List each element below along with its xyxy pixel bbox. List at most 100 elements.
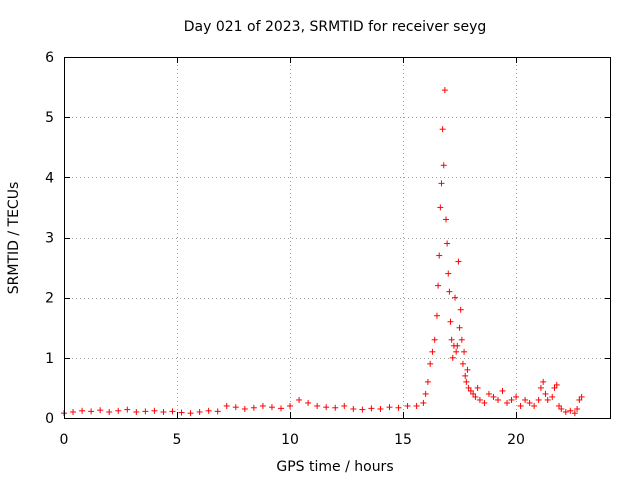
data-point (551, 384, 558, 391)
data-point (490, 393, 497, 400)
y-tick-label: 4 (45, 170, 54, 186)
data-point (445, 270, 452, 277)
data-point (472, 393, 479, 400)
data-point (461, 348, 468, 355)
data-point (453, 348, 460, 355)
data-point (287, 402, 294, 409)
data-point (476, 396, 483, 403)
data-point (437, 204, 444, 211)
data-point (455, 258, 462, 265)
data-points (61, 87, 585, 417)
data-point (444, 240, 451, 247)
data-point (205, 407, 212, 414)
data-point (133, 408, 140, 415)
data-point (447, 318, 454, 325)
data-point (435, 282, 442, 289)
data-point (439, 126, 446, 133)
y-tick-label: 3 (45, 231, 54, 247)
y-tick-label: 1 (45, 351, 54, 367)
data-point (115, 407, 122, 414)
data-point (187, 410, 194, 417)
data-point (196, 408, 203, 415)
data-point (456, 324, 463, 331)
data-point (508, 396, 515, 403)
data-point (151, 407, 158, 414)
data-point (481, 399, 488, 406)
data-point (558, 405, 565, 412)
data-point (463, 378, 470, 385)
x-axis-label: GPS time / hours (276, 459, 393, 475)
axis-ticks (64, 57, 611, 419)
data-point (97, 407, 104, 414)
data-point (160, 408, 167, 415)
data-point (442, 216, 449, 223)
data-point (386, 404, 393, 411)
y-axis-label: SRMTID / TECUs (6, 182, 22, 295)
data-point (106, 408, 113, 415)
data-point (454, 342, 461, 349)
data-point (436, 252, 443, 259)
data-point (526, 399, 533, 406)
data-point (464, 366, 471, 373)
data-point (377, 405, 384, 412)
data-point (452, 294, 459, 301)
data-point (562, 408, 569, 415)
data-point (395, 404, 402, 411)
data-point (214, 408, 221, 415)
data-point (499, 387, 506, 394)
data-point (259, 402, 266, 409)
data-point (540, 378, 547, 385)
chart-title: Day 021 of 2023, SRMTID for receiver sey… (184, 19, 487, 35)
data-point (571, 410, 578, 417)
data-point (458, 336, 465, 343)
data-point (178, 409, 185, 416)
data-point (474, 384, 481, 391)
data-point (467, 387, 474, 394)
x-tick-label: 5 (173, 432, 182, 448)
data-point (457, 306, 464, 313)
data-point (531, 402, 538, 409)
data-point (124, 406, 131, 413)
data-point (433, 312, 440, 319)
y-tick-label: 6 (45, 50, 54, 66)
data-point (305, 399, 312, 406)
data-point (576, 396, 583, 403)
x-tick-label: 20 (507, 432, 525, 448)
data-point (250, 404, 257, 411)
data-point (413, 402, 420, 409)
data-point (485, 390, 492, 397)
data-point (449, 354, 456, 361)
data-point (404, 402, 411, 409)
data-point (553, 381, 560, 388)
data-point (556, 402, 563, 409)
data-point (470, 390, 477, 397)
data-point (578, 393, 585, 400)
data-point (544, 396, 551, 403)
data-point (567, 407, 574, 414)
y-tick-labels: 0 1 2 3 4 5 6 (45, 50, 54, 427)
data-point (79, 407, 86, 414)
data-point (574, 405, 581, 412)
data-point (522, 396, 529, 403)
data-point (169, 408, 176, 415)
data-point (459, 360, 466, 367)
data-point (441, 87, 448, 94)
data-point (517, 402, 524, 409)
data-point (494, 396, 501, 403)
y-tick-label: 2 (45, 291, 54, 307)
data-point (350, 405, 357, 412)
data-point (296, 396, 303, 403)
data-point (462, 372, 469, 379)
data-point (368, 405, 375, 412)
x-tick-label: 15 (394, 432, 412, 448)
data-point (88, 408, 95, 415)
data-point (341, 402, 348, 409)
data-point (223, 402, 230, 409)
data-point (440, 162, 447, 169)
data-point (70, 408, 77, 415)
data-point (232, 404, 239, 411)
data-point (535, 396, 542, 403)
data-point (438, 180, 445, 187)
data-point (422, 390, 429, 397)
